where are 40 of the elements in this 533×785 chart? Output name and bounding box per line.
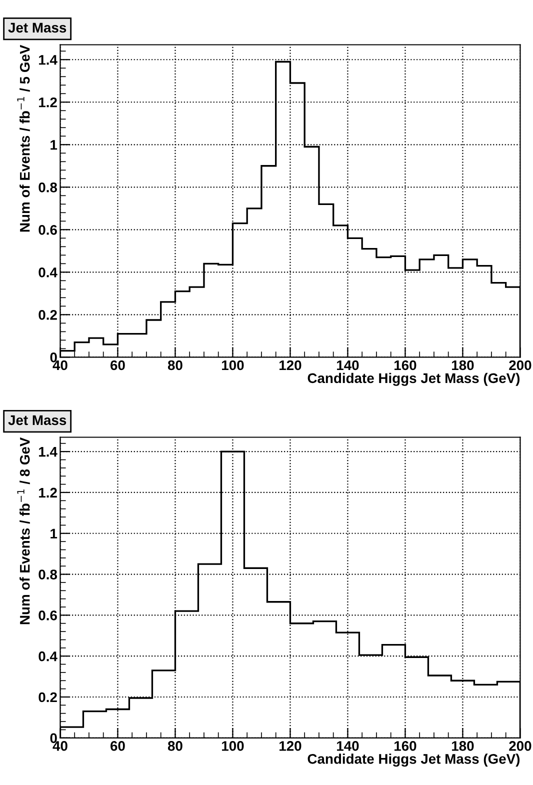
chart-title: Jet Mass	[8, 22, 66, 33]
y-tick-label: 0.8	[38, 570, 58, 580]
x-tick-label: 100	[222, 360, 244, 370]
x-tick-label: 200	[509, 741, 532, 751]
x-tick-label: 80	[168, 741, 182, 751]
x-tick-label: 160	[394, 360, 416, 370]
x-tick-label: 80	[168, 360, 182, 370]
x-axis-title: Candidate Higgs Jet Mass (GeV)	[308, 372, 520, 386]
y-tick-label: 1.4	[39, 447, 58, 457]
x-tick-label: 100	[222, 741, 244, 751]
y-tick-label: 1	[50, 140, 58, 150]
x-tick-label: 40	[52, 360, 68, 370]
y-tick-label: 0	[50, 352, 57, 362]
x-tick-label: 60	[110, 360, 125, 370]
x-tick-label: 120	[280, 741, 302, 751]
y-tick-label: 0.4	[38, 651, 58, 662]
x-tick-label: 160	[394, 741, 416, 751]
y-tick-label: 0.2	[38, 692, 57, 702]
y-tick-label: 0.4	[38, 267, 58, 278]
y-axis-title: Num of Events / fb$^{−1}$ / 8 GeV	[17, 437, 30, 624]
y-tick-label: 0	[50, 733, 57, 744]
y-tick-label: 1.4	[39, 55, 58, 65]
chart-title: Jet Mass	[8, 415, 66, 426]
y-tick-label: 1.2	[39, 97, 57, 108]
x-axis-title: Candidate Higgs Jet Mass (GeV)	[308, 754, 520, 767]
x-tick-label: 200	[509, 360, 532, 370]
x-tick-label: 120	[280, 360, 302, 370]
y-tick-label: 0.8	[38, 182, 58, 192]
y-tick-label: 0.2	[38, 310, 57, 320]
x-tick-label: 60	[110, 741, 125, 751]
y-tick-label: 1.2	[39, 488, 57, 498]
x-tick-label: 40	[52, 741, 68, 751]
x-tick-label: 140	[337, 360, 359, 370]
y-tick-label: 1	[50, 528, 58, 538]
y-tick-label: 0.6	[38, 224, 57, 235]
y-axis-title: Num of Events / fb$^{−1}$ / 5 GeV	[17, 44, 30, 232]
x-tick-label: 180	[452, 360, 474, 370]
x-tick-label: 180	[452, 741, 474, 751]
x-tick-label: 140	[337, 741, 359, 751]
y-tick-label: 0.6	[38, 610, 57, 620]
